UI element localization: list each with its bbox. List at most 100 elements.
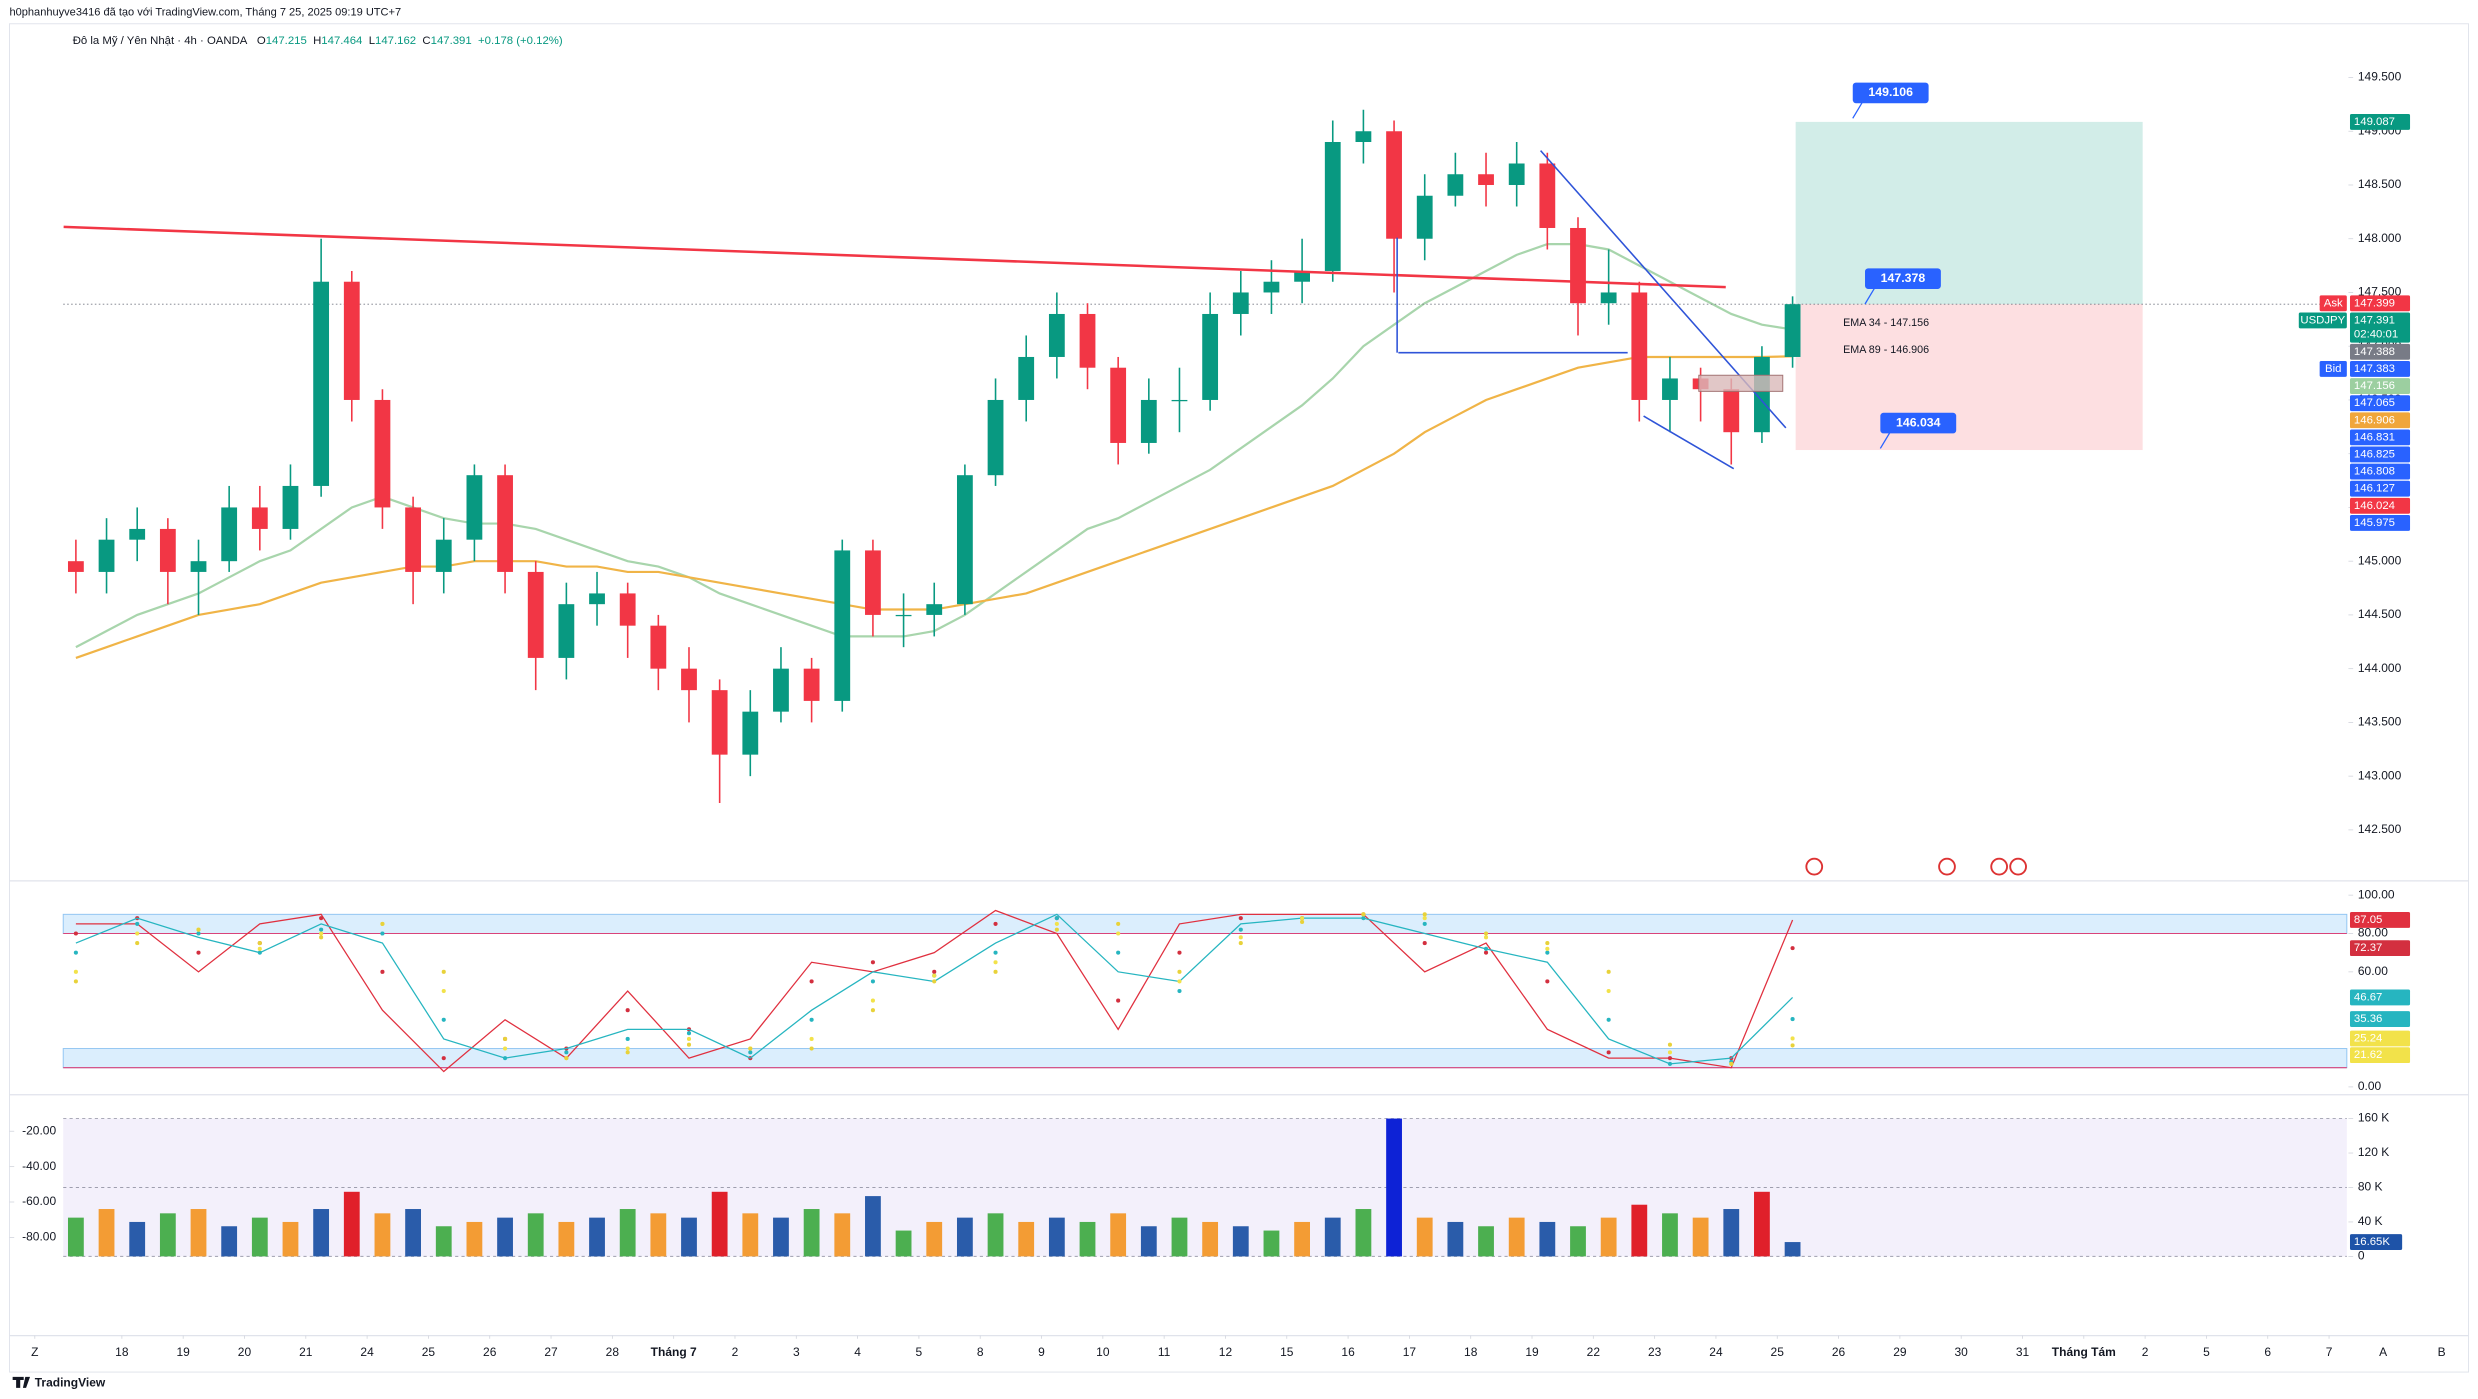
volume-bar xyxy=(1631,1204,1648,1257)
x-tick-label: 18 xyxy=(1464,1345,1478,1359)
volume-bar xyxy=(190,1209,207,1257)
y2-tick-label: -20.00 xyxy=(22,1123,56,1137)
candle-body xyxy=(589,593,605,605)
x-tick-label: 2 xyxy=(2142,1345,2149,1359)
axis-tag xyxy=(2349,463,2411,480)
candle-body xyxy=(681,668,697,691)
stoch-dot xyxy=(625,1036,630,1042)
event-icon[interactable] xyxy=(2009,857,2027,876)
stoch-dot xyxy=(1545,979,1550,984)
stoch-dot xyxy=(625,1008,630,1013)
x-tick-label: 22 xyxy=(1587,1345,1601,1359)
stoch-dot xyxy=(686,1031,692,1036)
x-tick-label: Z xyxy=(31,1345,38,1359)
stoch-dot xyxy=(1606,1017,1611,1022)
y-tick-label: 143.000 xyxy=(2358,768,2402,782)
axis-tag xyxy=(2349,378,2411,394)
axis-tag xyxy=(2349,429,2411,446)
candle-body xyxy=(251,507,268,529)
tag-prefix: Ask xyxy=(2324,297,2343,309)
ema-label: EMA 34 - 147.156 xyxy=(1843,317,1929,329)
stoch-dot xyxy=(625,1046,630,1051)
candle-body xyxy=(1048,313,1065,357)
stoch-dot xyxy=(932,969,937,974)
tag-prefix: Bid xyxy=(2325,363,2341,375)
axis-tag xyxy=(2349,113,2411,130)
stoch-dot xyxy=(1790,1043,1795,1048)
stoch-dot xyxy=(1790,946,1795,951)
stoch-dot xyxy=(1116,931,1121,936)
stoch-dot xyxy=(1177,969,1182,974)
stoch-dot xyxy=(257,946,262,951)
stoch-dot xyxy=(1300,919,1305,925)
volume-bar xyxy=(67,1217,84,1257)
axis-tag-label: 146.906 xyxy=(2354,414,2395,426)
stoch-dot xyxy=(993,960,998,965)
stoch-dot xyxy=(73,950,78,955)
x-tick-label: 16 xyxy=(1341,1345,1355,1359)
ohlc-value: 147.464 xyxy=(321,35,362,47)
axis-tag xyxy=(2349,412,2411,429)
volume-bar xyxy=(1386,1118,1402,1257)
stoch-dot xyxy=(1483,946,1489,951)
candle-body xyxy=(650,625,667,669)
stoch-dot xyxy=(1483,931,1489,936)
zone-rectangle xyxy=(1698,374,1784,392)
stoch-dot xyxy=(1790,1017,1795,1022)
axis-tag-label: 35.36 xyxy=(2354,1013,2382,1025)
volume-bar xyxy=(1232,1226,1249,1257)
volume-bar xyxy=(251,1217,268,1257)
axis-tag-label: 87.05 xyxy=(2354,914,2382,926)
ohlc-key: H xyxy=(313,35,321,47)
stoch-dot xyxy=(932,979,937,984)
x-tick-label: 19 xyxy=(1525,1345,1539,1359)
y-tick-label: 40 K xyxy=(2358,1214,2383,1228)
axis-tag-label: 146.808 xyxy=(2354,466,2395,478)
frame xyxy=(9,23,2469,1373)
volume-bar xyxy=(803,1209,820,1257)
candle-body xyxy=(313,281,330,486)
stoch-dot xyxy=(870,998,875,1003)
event-icon[interactable] xyxy=(1938,857,1956,876)
volume-bar xyxy=(558,1221,575,1257)
axis-tag xyxy=(2349,1011,2411,1028)
stoch-dot xyxy=(380,921,385,926)
stoch-dot xyxy=(1361,916,1366,921)
candle-body xyxy=(1600,292,1617,304)
y-tick-label: 148.500 xyxy=(2358,177,2402,191)
axis-tag-label: 21.62 xyxy=(2354,1049,2382,1061)
volume-bar xyxy=(1478,1226,1494,1257)
axis-button[interactable]: B xyxy=(2438,1345,2446,1359)
logo-text: TradingView xyxy=(35,1375,106,1389)
volume-bar xyxy=(681,1217,697,1257)
x-tick-label: 3 xyxy=(793,1345,800,1359)
stoch-dot xyxy=(319,931,324,936)
candle-body xyxy=(1140,399,1157,443)
candle-body xyxy=(1232,292,1249,314)
candle-body xyxy=(1171,399,1188,402)
y2-tick-label: -60.00 xyxy=(22,1194,56,1208)
stoch-dot xyxy=(73,979,78,984)
stoch-dot xyxy=(993,921,998,926)
stoch-dot xyxy=(1667,1042,1673,1047)
stoch-dot xyxy=(564,1056,569,1061)
event-icon[interactable] xyxy=(1990,857,2009,876)
stoch-dot xyxy=(1606,969,1611,974)
candle-body xyxy=(1539,163,1556,228)
stoch-dot xyxy=(1667,1056,1673,1061)
stoch-dot xyxy=(1545,946,1550,951)
axis-button[interactable]: A xyxy=(2379,1345,2387,1359)
x-tick-label: 24 xyxy=(1709,1345,1723,1359)
candle-body xyxy=(1294,270,1311,282)
candle-body xyxy=(619,593,636,626)
event-icon[interactable] xyxy=(1805,857,1824,876)
volume-bar xyxy=(282,1221,299,1257)
x-tick-label: 7 xyxy=(2326,1345,2333,1359)
axis-tag-label: 72.37 xyxy=(2354,942,2382,954)
volume-bar xyxy=(313,1209,330,1257)
candle-body xyxy=(497,475,513,572)
stoch-dot xyxy=(135,941,140,946)
axis-tag xyxy=(2349,497,2411,514)
stop-zone xyxy=(1795,304,2143,451)
